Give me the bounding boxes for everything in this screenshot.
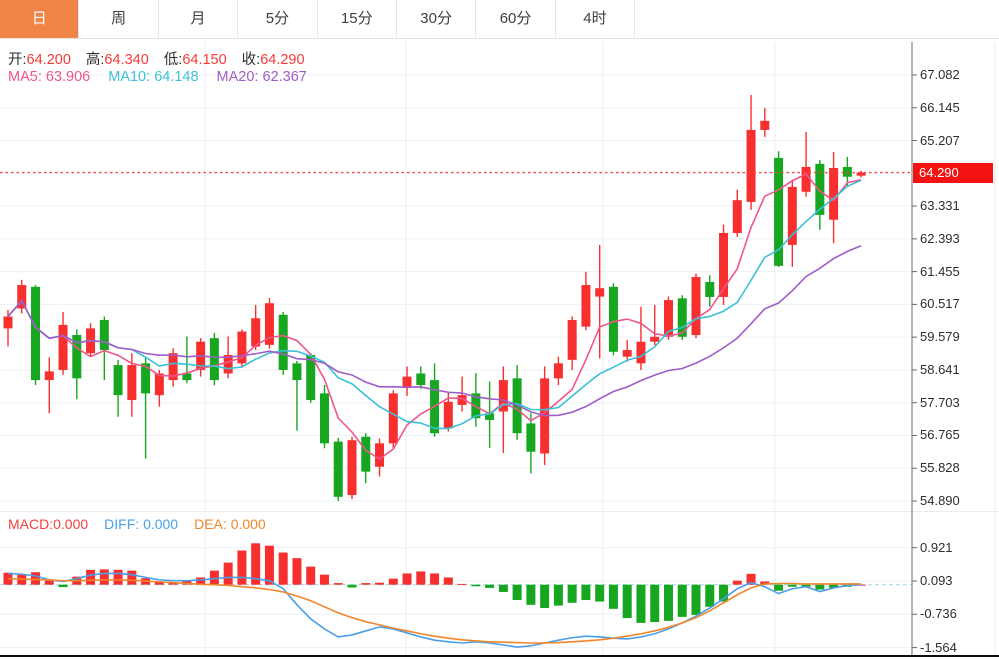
diff-value: DIFF: 0.000 bbox=[104, 516, 179, 532]
dea-value: DEA: 0.000 bbox=[194, 516, 266, 532]
macd-readout: MACD:0.000 DIFF: 0.000 DEA: 0.000 bbox=[8, 516, 266, 532]
tab-daily[interactable]: 日 bbox=[0, 0, 80, 38]
low-label: 低: bbox=[163, 52, 183, 68]
high-value: 64.340 bbox=[104, 52, 149, 68]
ma-readout: MA5: 63.906 MA10: 64.148 MA20: 62.367 bbox=[8, 69, 307, 85]
macd-value: MACD:0.000 bbox=[8, 516, 89, 532]
ma20-readout: MA20: 62.367 bbox=[216, 69, 307, 85]
close-label: 收: bbox=[241, 52, 261, 68]
tab-monthly[interactable]: 月 bbox=[158, 0, 239, 38]
open-label: 开: bbox=[8, 52, 27, 68]
ohlc-readout: 开:64.200 高:64.340 低:64.150 收:64.290 bbox=[8, 48, 320, 69]
tab-60min[interactable]: 60分 bbox=[476, 0, 556, 38]
close-value: 64.290 bbox=[260, 52, 305, 68]
tab-5min[interactable]: 5分 bbox=[238, 0, 318, 38]
high-label: 高: bbox=[85, 52, 105, 68]
tab-4hour[interactable]: 4时 bbox=[555, 0, 636, 38]
tab-weekly[interactable]: 周 bbox=[79, 0, 159, 38]
ma10-readout: MA10: 64.148 bbox=[108, 69, 199, 85]
low-value: 64.150 bbox=[182, 52, 227, 68]
tab-30min[interactable]: 30分 bbox=[396, 0, 477, 38]
tab-15min[interactable]: 15分 bbox=[317, 0, 397, 38]
open-value: 64.200 bbox=[26, 52, 71, 68]
timeframe-tabbar: 日 周 月 5分 15分 30分 60分 4时 bbox=[0, 0, 999, 39]
ma5-readout: MA5: 63.906 bbox=[8, 69, 91, 85]
last-price-tag: 64.290 bbox=[913, 162, 993, 183]
